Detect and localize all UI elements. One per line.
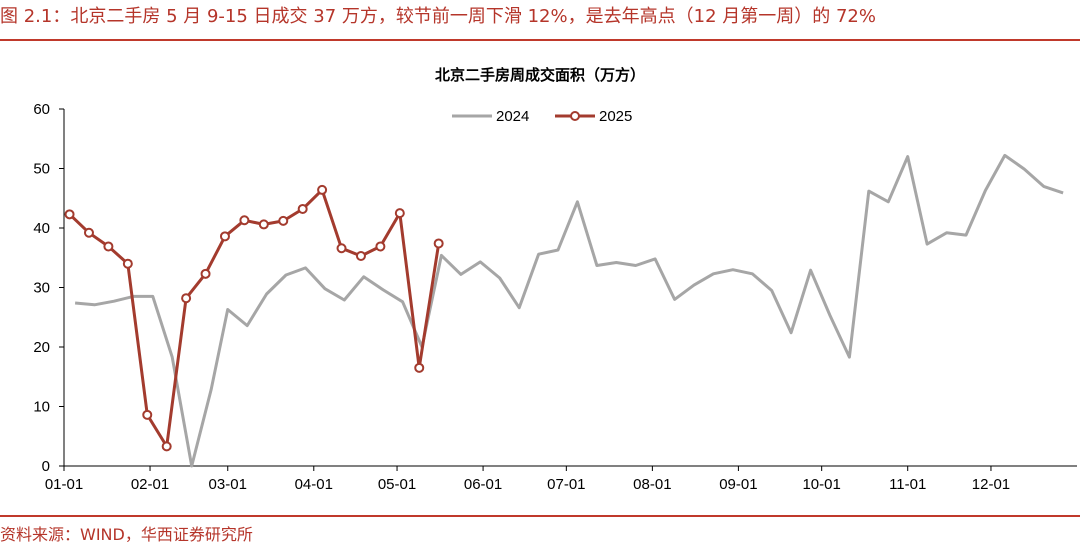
data-point-2025 <box>200 268 211 279</box>
y-tick-label: 60 <box>33 101 50 118</box>
data-point-2025 <box>83 227 94 238</box>
data-point-2025 <box>355 250 366 261</box>
legend-label-2024: 2024 <box>496 108 529 125</box>
data-point-2025 <box>122 258 133 269</box>
y-tick-label: 0 <box>42 458 50 475</box>
data-point-2025 <box>142 409 153 420</box>
data-point-2025 <box>375 241 386 252</box>
x-tick-label: 10-01 <box>802 476 840 493</box>
data-point-2025 <box>161 441 172 452</box>
data-point-2025 <box>336 243 347 254</box>
x-tick-label: 12-01 <box>972 476 1010 493</box>
data-point-2025 <box>394 208 405 219</box>
y-tick-label: 40 <box>33 220 50 237</box>
data-point-2025 <box>433 238 444 249</box>
top-divider <box>0 39 1080 41</box>
x-tick-label: 01-01 <box>45 476 83 493</box>
x-tick-label: 03-01 <box>209 476 247 493</box>
source-note: 资料来源：WIND，华西证券研究所 <box>0 525 253 544</box>
x-tick-label: 08-01 <box>633 476 671 493</box>
y-tick-label: 50 <box>33 161 50 178</box>
x-tick-label: 04-01 <box>295 476 333 493</box>
chart-series <box>64 153 1064 468</box>
data-point-2025 <box>239 215 250 226</box>
data-point-2025 <box>258 219 269 230</box>
series-line-2024 <box>74 153 1064 468</box>
chart-legend: 2024 2025 <box>452 108 632 125</box>
y-tick-label: 10 <box>33 399 50 416</box>
legend-marker-2025 <box>570 111 580 121</box>
data-point-2025 <box>64 209 75 220</box>
data-point-2025 <box>219 231 230 242</box>
series-line-2025 <box>68 188 441 448</box>
data-point-2025 <box>297 203 308 214</box>
x-tick-label: 06-01 <box>464 476 502 493</box>
x-tick-label: 09-01 <box>719 476 757 493</box>
figure-title: 图 2.1：北京二手房 5 月 9-15 日成交 37 万方，较节前一周下滑 1… <box>0 6 876 27</box>
y-tick-label: 20 <box>33 339 50 356</box>
data-point-2025 <box>181 293 192 304</box>
x-tick-label: 02-01 <box>131 476 169 493</box>
line-chart: 北京二手房周成交面积（万方） 0 10 20 30 40 50 60 01-01 02-01 03… <box>33 66 1077 493</box>
data-point-2025 <box>278 215 289 226</box>
data-point-2025 <box>103 241 114 252</box>
bottom-divider <box>0 515 1080 517</box>
x-tick-label: 05-01 <box>378 476 416 493</box>
chart-axes: 0 10 20 30 40 50 60 01-01 02-01 03-01 04-01 05-01 06… <box>33 101 1077 493</box>
data-point-2025 <box>414 362 425 373</box>
x-tick-label: 11-01 <box>889 476 926 493</box>
data-point-2025 <box>317 184 328 195</box>
chart-title: 北京二手房周成交面积（万方） <box>435 66 645 84</box>
legend-label-2025: 2025 <box>599 108 632 125</box>
x-tick-label: 07-01 <box>547 476 585 493</box>
y-tick-label: 30 <box>33 280 50 297</box>
